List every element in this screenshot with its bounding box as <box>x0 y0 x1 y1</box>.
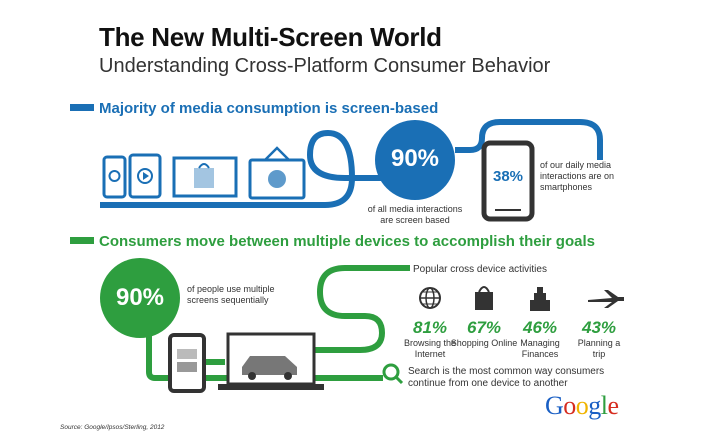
activity-browsing-label: Browsing the Internet <box>403 338 457 359</box>
blue-connector-line-2 <box>455 119 603 160</box>
multiple-screens-circle <box>100 258 180 338</box>
activity-shopping-percent: 67% <box>466 318 502 337</box>
globe-icon <box>419 287 441 309</box>
activity-trip-percent: 43% <box>581 318 617 337</box>
activities-title: Popular cross device activities <box>413 264 547 275</box>
search-note: Search is the most common way consumers … <box>408 366 605 389</box>
smartphone-stat: 38% <box>492 168 524 185</box>
multiple-screens-stat: 90% <box>115 284 165 311</box>
activity-finances-label: Managing Finances <box>520 338 560 359</box>
tablet-icon <box>128 153 162 199</box>
green-connector-line <box>146 325 383 381</box>
page-title: The New Multi-Screen World <box>99 22 442 52</box>
airplane-icon <box>588 290 624 308</box>
section2-bar <box>70 237 94 244</box>
laptop-icon <box>172 156 238 198</box>
smartphone-caption: of our daily media interactions are on s… <box>540 160 615 192</box>
finance-bars-icon <box>530 287 550 311</box>
activity-trip-label: Planning a trip <box>577 338 621 359</box>
big-smartphone-icon <box>481 140 535 222</box>
laptop-with-car-icon <box>218 332 324 390</box>
google-logo: Google <box>545 391 619 420</box>
activity-browsing-percent: 81% <box>412 318 448 337</box>
section1-bar <box>70 104 94 111</box>
screen-based-stat: 90% <box>390 145 440 172</box>
section2-heading: Consumers move between multiple devices … <box>99 233 595 250</box>
phone-with-car-icon <box>168 333 206 393</box>
screen-based-caption: of all media interactions are screen bas… <box>367 204 463 225</box>
activity-shopping-label: Shopping Online <box>450 338 518 348</box>
blue-connector-line <box>100 129 390 208</box>
tv-icon <box>248 146 306 200</box>
source-note: Source: Google/Ipsos/Sterling, 2012 <box>60 424 165 431</box>
multiple-screens-caption: of people use multiple screens sequentia… <box>187 284 275 305</box>
screen-based-circle <box>375 120 455 200</box>
page-subtitle: Understanding Cross-Platform Consumer Be… <box>99 55 551 77</box>
smartphone-icon <box>102 155 127 199</box>
section1-heading: Majority of media consumption is screen-… <box>99 100 439 117</box>
search-icon <box>382 363 404 385</box>
shopping-bag-icon <box>475 286 493 310</box>
green-loop-line <box>297 265 410 365</box>
activity-finances-percent: 46% <box>522 318 558 337</box>
